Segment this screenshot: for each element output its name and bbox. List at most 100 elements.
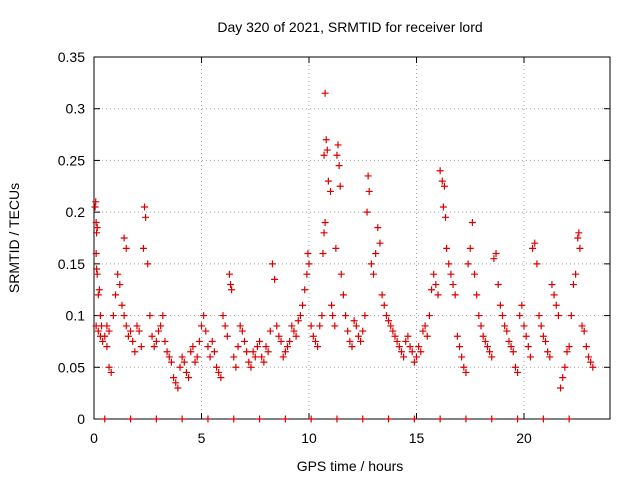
data-point — [569, 281, 577, 289]
data-point — [129, 337, 137, 345]
data-point — [95, 286, 103, 294]
data-point — [144, 260, 152, 268]
data-point — [567, 312, 575, 320]
data-point — [423, 332, 431, 340]
data-point — [559, 374, 567, 382]
x-tick-label: 15 — [409, 430, 425, 446]
data-points — [91, 89, 597, 423]
data-point — [365, 187, 373, 195]
data-point — [492, 250, 500, 258]
data-point — [518, 301, 526, 309]
data-point — [223, 332, 231, 340]
data-point — [131, 348, 139, 356]
data-point — [112, 291, 119, 299]
data-point — [363, 208, 371, 216]
data-point — [318, 312, 326, 320]
data-point — [339, 291, 347, 299]
baseline-marker — [410, 415, 418, 423]
data-point — [393, 337, 401, 345]
data-point — [176, 363, 184, 371]
data-point — [105, 327, 113, 335]
data-point — [376, 239, 384, 247]
data-point — [370, 270, 377, 278]
data-point — [434, 291, 442, 299]
data-point — [443, 244, 451, 252]
baseline-marker — [359, 415, 367, 423]
data-point — [116, 281, 124, 289]
data-point — [141, 203, 149, 211]
data-point — [332, 244, 340, 252]
baseline-marker — [230, 415, 238, 423]
data-point — [227, 281, 235, 289]
data-point — [321, 89, 329, 97]
data-point — [94, 327, 102, 335]
data-point — [109, 312, 117, 320]
data-point — [309, 332, 317, 340]
data-point — [180, 358, 188, 366]
data-point — [417, 348, 425, 356]
data-point — [288, 322, 296, 330]
data-point — [542, 337, 549, 345]
data-point — [471, 270, 479, 278]
data-point — [367, 260, 375, 268]
data-point — [578, 322, 586, 330]
chart-title: Day 320 of 2021, SRMTID for receiver lor… — [217, 19, 482, 35]
data-point — [406, 343, 414, 351]
data-point — [462, 368, 470, 376]
data-point — [456, 343, 463, 351]
data-point — [321, 218, 329, 226]
axis-ticks: 0 0.05 0.1 0.15 0.2 0.25 0.3 0.35 0 5 10 15 20 — [58, 49, 610, 446]
data-point — [247, 363, 255, 371]
data-point — [494, 281, 502, 289]
data-point — [334, 141, 342, 149]
data-point — [529, 244, 537, 252]
data-point — [511, 363, 519, 371]
data-point — [210, 348, 218, 356]
data-point — [316, 322, 324, 330]
data-point — [436, 167, 444, 175]
data-point — [346, 337, 354, 345]
gridlines — [94, 57, 610, 419]
data-point — [539, 332, 547, 340]
data-point — [122, 322, 130, 330]
baseline-marker — [488, 415, 496, 423]
data-point — [458, 353, 466, 361]
data-point — [548, 281, 556, 289]
data-point — [279, 353, 287, 361]
baseline-marker — [307, 415, 315, 423]
data-point — [397, 348, 405, 356]
data-point — [137, 343, 145, 351]
data-point — [505, 337, 513, 345]
data-point — [320, 151, 328, 159]
data-point — [524, 343, 532, 351]
data-point — [453, 332, 461, 340]
y-tick-label: 0.15 — [58, 256, 85, 272]
data-point — [516, 312, 524, 320]
data-point — [103, 322, 111, 330]
data-point — [172, 379, 180, 387]
data-point — [352, 322, 360, 330]
data-point — [440, 182, 448, 190]
data-point — [92, 322, 100, 330]
data-point — [182, 368, 190, 376]
data-point — [479, 332, 487, 340]
data-point — [232, 363, 240, 371]
data-point — [475, 312, 483, 320]
data-point — [438, 177, 446, 185]
data-point — [380, 301, 388, 309]
baseline-marker — [514, 415, 522, 423]
data-point — [585, 353, 592, 361]
baseline-marker — [565, 415, 573, 423]
data-point — [228, 286, 236, 294]
data-point — [486, 348, 494, 356]
baseline-marker — [333, 415, 341, 423]
data-point — [304, 250, 312, 258]
data-point — [262, 343, 270, 351]
data-point — [582, 343, 590, 351]
data-point — [350, 317, 358, 325]
data-point — [447, 270, 455, 278]
data-point — [124, 332, 132, 340]
data-point — [451, 291, 459, 299]
baseline-marker — [152, 415, 160, 423]
data-point — [361, 312, 369, 320]
